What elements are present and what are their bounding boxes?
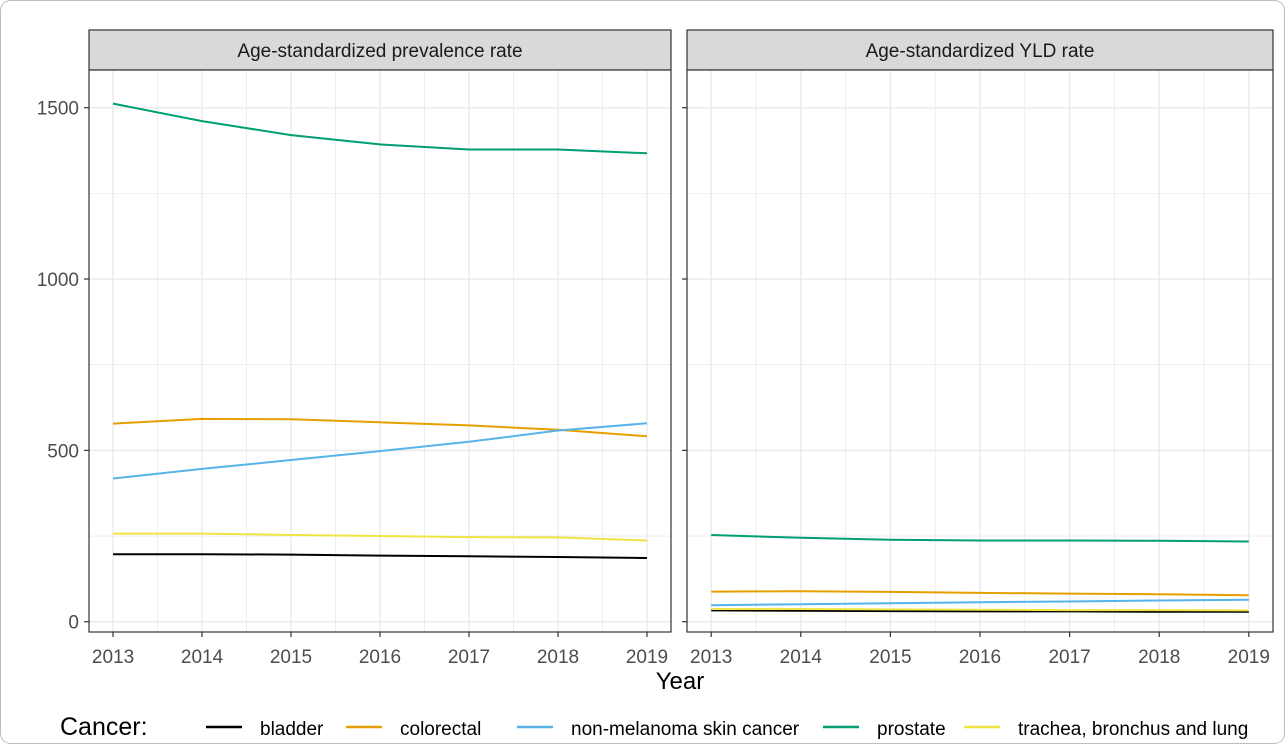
x-tick-label: 2019 <box>1228 647 1270 668</box>
series-line-trachea-bronchus-and-lung <box>113 532 648 542</box>
legend-item-trachea-bronchus-and-lung: trachea, bronchus and lung <box>964 719 1248 740</box>
legend-item-bladder: bladder <box>206 719 324 740</box>
legend-item-non-melanoma-skin-cancer: non-melanoma skin cancer <box>517 719 800 740</box>
panel-title: Age-standardized prevalence rate <box>237 41 522 62</box>
panel-1: Age-standardized prevalence rate 2013 2014… <box>37 29 672 668</box>
legend-label: non-melanoma skin cancer <box>571 719 800 740</box>
panel-title: Age-standardized YLD rate <box>866 41 1095 62</box>
x-tick-label: 2015 <box>869 647 911 668</box>
series-line-bladder <box>711 609 1249 613</box>
series-line-colorectal <box>711 590 1249 597</box>
x-tick-label: 2013 <box>690 647 732 668</box>
x-tick-label: 2018 <box>1138 647 1180 668</box>
series-line-bladder <box>113 553 648 559</box>
y-tick-label: 0 <box>68 613 79 634</box>
x-tick-label: 2014 <box>181 647 224 668</box>
y-tick-label: 500 <box>47 441 79 462</box>
series-line-trachea-bronchus-and-lung <box>711 608 1249 612</box>
legend-item-colorectal: colorectal <box>346 719 481 740</box>
legend-label: trachea, bronchus and lung <box>1018 719 1248 740</box>
series-line-non-melanoma-skin-cancer <box>112 422 648 480</box>
panel-strip <box>88 29 672 71</box>
x-tick-label: 2017 <box>1048 647 1090 668</box>
series-line-prostate <box>112 102 648 155</box>
x-tick-label: 2016 <box>959 647 1001 668</box>
y-tick-label: 1000 <box>37 270 79 291</box>
series-line-non-melanoma-skin-cancer <box>711 598 1249 607</box>
legend-label: colorectal <box>400 719 481 740</box>
x-axis-label: Year <box>656 668 705 695</box>
x-tick-label: 2014 <box>780 647 823 668</box>
x-tick-label: 2015 <box>270 647 312 668</box>
panel-2: Age-standardized YLD rate 2013 2014 2015 201… <box>682 29 1274 668</box>
y-tick-label: 1500 <box>37 99 79 120</box>
x-tick-label: 2016 <box>359 647 401 668</box>
legend-label: bladder <box>260 719 324 740</box>
legend-label: prostate <box>877 719 946 740</box>
x-tick-label: 2018 <box>537 647 579 668</box>
x-tick-label: 2013 <box>92 647 134 668</box>
panel-strip <box>686 29 1274 71</box>
legend: Cancer: bladder colorectal non-melanoma ski… <box>60 713 1248 741</box>
x-tick-label: 2017 <box>448 647 490 668</box>
legend-item-prostate: prostate <box>823 719 946 740</box>
x-tick-label: 2019 <box>626 647 668 668</box>
legend-title: Cancer: <box>60 713 148 741</box>
panels: Age-standardized prevalence rate 2013 2014… <box>37 29 1274 668</box>
series-line-prostate <box>711 534 1249 543</box>
